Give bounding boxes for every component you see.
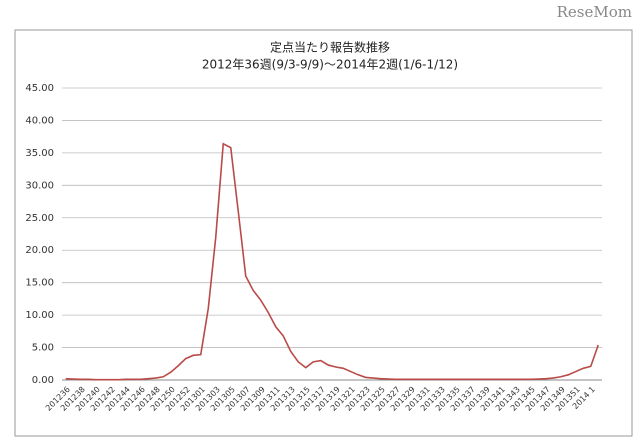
chart-frame bbox=[14, 29, 633, 437]
data-line bbox=[65, 142, 600, 381]
y-tick-label: 25.00 bbox=[25, 213, 54, 224]
chart-subtitle: 2012年36週(9/3-9/9)～2014年2週(1/6-1/12) bbox=[202, 58, 458, 72]
y-tick-label: 5.00 bbox=[32, 343, 54, 354]
y-tick-label: 30.00 bbox=[25, 180, 54, 191]
watermark: ReseMom bbox=[557, 3, 632, 21]
y-tick-label: 10.00 bbox=[25, 310, 54, 321]
y-tick-label: 45.00 bbox=[25, 83, 54, 94]
y-tick-label: 20.00 bbox=[25, 245, 54, 256]
y-tick-label: 0.00 bbox=[32, 375, 54, 386]
chart-title: 定点当たり報告数推移 bbox=[270, 40, 390, 55]
y-tick-label: 40.00 bbox=[25, 115, 54, 126]
y-tick-label: 15.00 bbox=[25, 278, 54, 289]
y-tick-label: 35.00 bbox=[25, 148, 54, 159]
